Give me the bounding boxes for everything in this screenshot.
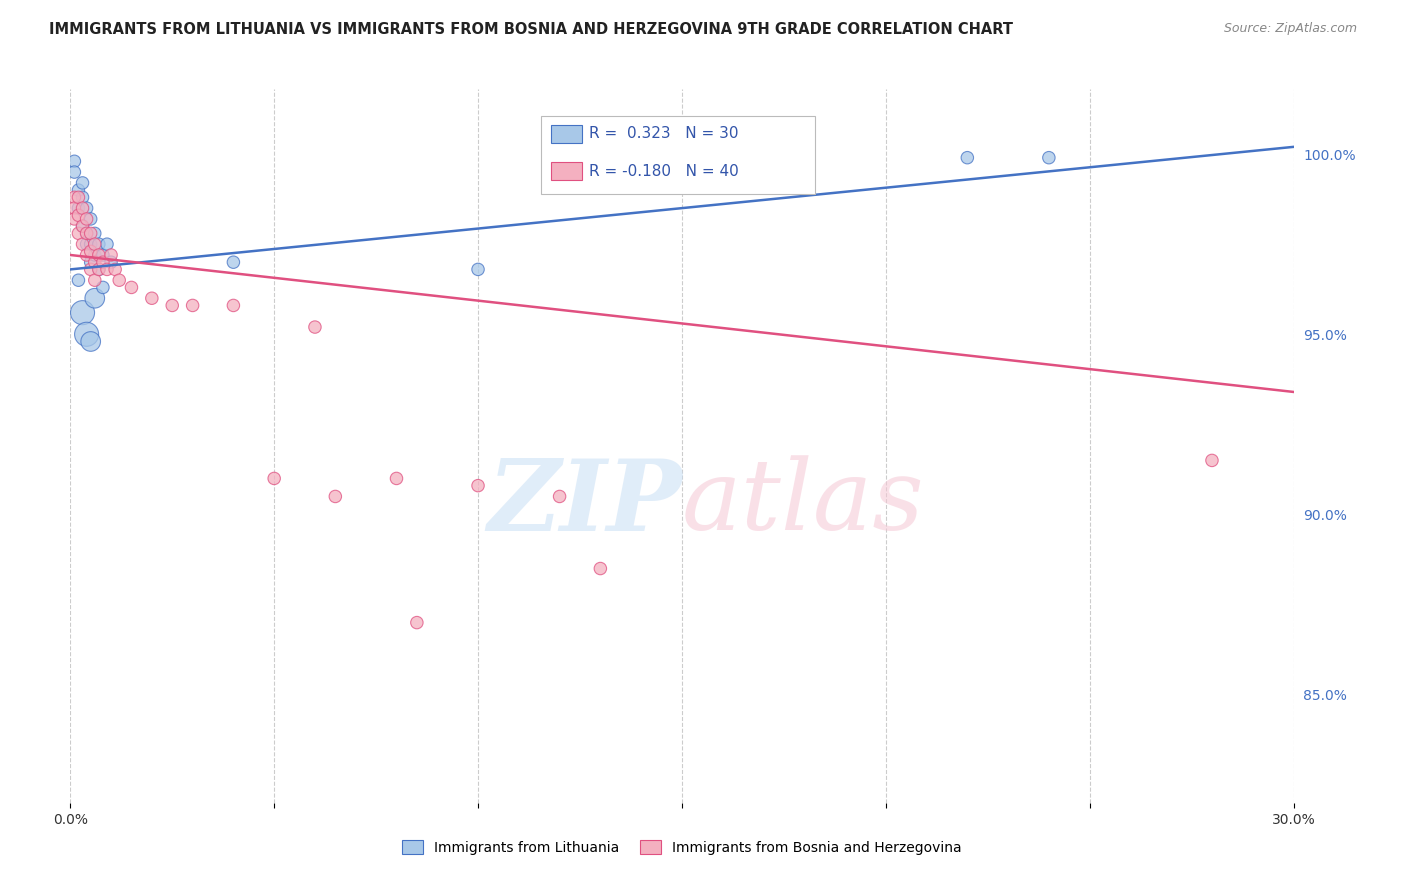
Point [76, 227, 98, 241]
Point [63, 211, 86, 226]
Point [72, 190, 94, 204]
Point [100, 255, 122, 269]
Legend: Immigrants from Lithuania, Immigrants from Bosnia and Herzegovina: Immigrants from Lithuania, Immigrants fr… [396, 834, 967, 860]
Point [79, 262, 103, 277]
Text: atlas: atlas [682, 456, 925, 550]
Point [83, 227, 105, 241]
Point [121, 280, 143, 294]
Point [79, 211, 103, 226]
Point [76, 248, 98, 262]
Point [263, 471, 285, 485]
Point [72, 237, 94, 252]
Text: R =  0.323   N = 30: R = 0.323 N = 30 [589, 127, 738, 141]
Point [467, 478, 489, 492]
Point [83, 255, 105, 269]
Point [72, 176, 94, 190]
Point [67, 190, 90, 204]
Point [63, 165, 86, 179]
Point [79, 334, 103, 349]
Point [63, 190, 86, 204]
Point [67, 183, 90, 197]
Point [956, 151, 979, 165]
Point [385, 471, 408, 485]
Text: IMMIGRANTS FROM LITHUANIA VS IMMIGRANTS FROM BOSNIA AND HERZEGOVINA 9TH GRADE CO: IMMIGRANTS FROM LITHUANIA VS IMMIGRANTS … [49, 22, 1014, 37]
Point [83, 273, 105, 287]
Point [1201, 453, 1223, 467]
Point [91, 248, 114, 262]
Point [1038, 151, 1060, 165]
Point [79, 244, 103, 259]
Point [83, 237, 105, 252]
Point [76, 201, 98, 215]
Point [67, 201, 90, 215]
Point [181, 298, 204, 312]
Point [67, 208, 90, 222]
Point [406, 615, 429, 630]
Point [72, 219, 94, 234]
Point [87, 262, 110, 277]
Point [76, 211, 98, 226]
Point [87, 237, 110, 252]
Point [76, 227, 98, 241]
Point [162, 298, 183, 312]
Point [91, 280, 114, 294]
Point [323, 490, 347, 504]
Point [79, 237, 103, 252]
Point [87, 248, 110, 262]
Text: R = -0.180   N = 40: R = -0.180 N = 40 [589, 164, 740, 178]
Point [304, 320, 326, 334]
Point [83, 248, 105, 262]
Text: Source: ZipAtlas.com: Source: ZipAtlas.com [1223, 22, 1357, 36]
Point [548, 490, 571, 504]
Point [87, 262, 110, 277]
Point [79, 255, 103, 269]
Point [72, 201, 94, 215]
Point [589, 561, 612, 575]
Text: ZIP: ZIP [486, 455, 682, 551]
Point [67, 273, 90, 287]
Point [76, 237, 98, 252]
Point [222, 255, 245, 269]
Point [79, 227, 103, 241]
Point [83, 291, 105, 305]
Point [63, 154, 86, 169]
Point [100, 248, 122, 262]
Point [467, 262, 489, 277]
Point [104, 262, 127, 277]
Point [72, 219, 94, 234]
Point [96, 237, 118, 252]
Point [63, 201, 86, 215]
Point [72, 306, 94, 320]
Point [67, 227, 90, 241]
Point [141, 291, 163, 305]
Point [91, 255, 114, 269]
Point [96, 262, 118, 277]
Point [108, 273, 131, 287]
Point [76, 327, 98, 342]
Point [222, 298, 245, 312]
